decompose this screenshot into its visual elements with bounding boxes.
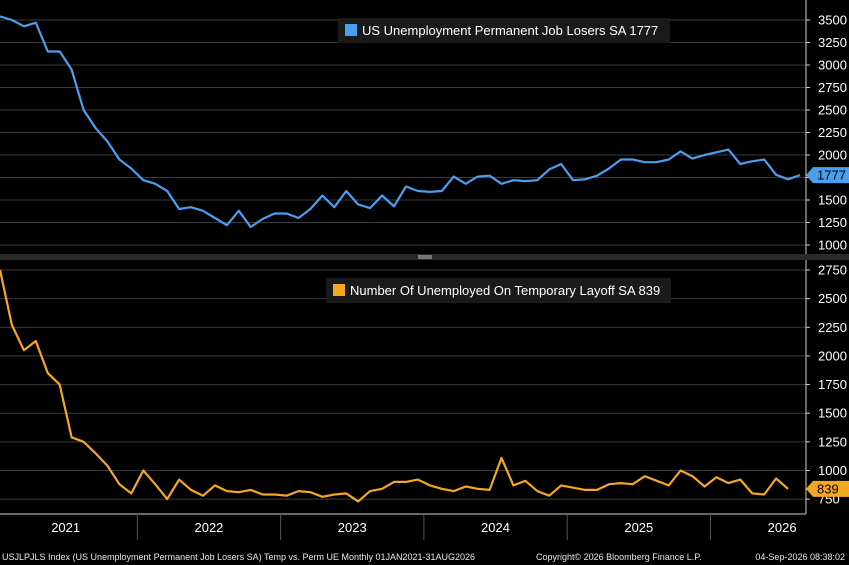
y-tick-label: 2750 [818, 80, 847, 95]
top-panel: 1000125015001750200022502500275030003250… [0, 13, 849, 253]
y-tick-label: 1500 [818, 193, 847, 208]
bottom-legend: Number Of Unemployed On Temporary Layoff… [326, 278, 671, 303]
x-tick-label: 2021 [51, 520, 80, 535]
top-legend: US Unemployment Permanent Job Losers SA … [338, 18, 670, 43]
last-value-label: 839 [817, 481, 839, 496]
y-tick-label: 1250 [818, 215, 847, 230]
top-series-line [0, 15, 801, 229]
y-tick-label: 2000 [818, 148, 847, 163]
y-tick-label: 1500 [818, 406, 847, 421]
top-legend-bg [338, 18, 670, 43]
y-tick-label: 2500 [818, 103, 847, 118]
x-axis: 2021 2022 2023 2024 2025 2026 [0, 513, 806, 540]
panel-resize-handle[interactable] [418, 255, 432, 259]
y-tick-label: 3000 [818, 58, 847, 73]
footer: USJLPJLS Index (US Unemployment Permanen… [0, 547, 849, 565]
top-gridlines [0, 19, 806, 246]
y-tick-label: 1000 [818, 463, 847, 478]
bottom-gridlines [0, 269, 806, 500]
x-tick-label: 2022 [194, 520, 223, 535]
bottom-series-line [0, 269, 789, 503]
y-tick-label: 1250 [818, 434, 847, 449]
y-tick-label: 3500 [818, 13, 847, 28]
y-tick-label: 2000 [818, 348, 847, 363]
x-tick-label: 2024 [481, 520, 510, 535]
chart-svg: 1000 1250 1500 1750 2000 2250 2500 2750 3000 3250… [0, 0, 849, 540]
bottom-legend-label: Number Of Unemployed On Temporary Layoff… [350, 283, 660, 298]
x-tick-label: 2026 [768, 520, 797, 535]
footer-timestamp: 04-Sep-2026 08:38:02 [755, 552, 845, 562]
top-legend-swatch [345, 24, 357, 36]
top-legend-label: US Unemployment Permanent Job Losers SA … [362, 23, 658, 38]
bottom-legend-bg [326, 278, 671, 303]
y-tick-label: 3250 [818, 35, 847, 50]
top-y-axis: 1000125015001750200022502500275030003250… [806, 13, 847, 253]
x-tick-label: 2025 [624, 520, 653, 535]
last-value-label: 1777 [817, 168, 846, 183]
temporary-layoff-line [0, 269, 789, 503]
top-last-value: 1777 [806, 167, 849, 184]
y-tick-label: 2750 [818, 263, 847, 278]
bottom-last-value: 839 [806, 480, 849, 497]
y-tick-label: 1750 [818, 377, 847, 392]
last-value-badge [806, 167, 849, 184]
y-tick-label: 2250 [818, 320, 847, 335]
bottom-legend-swatch [333, 284, 345, 296]
x-tick-label: 2023 [338, 520, 367, 535]
footer-index-description: USJLPJLS Index (US Unemployment Permanen… [2, 552, 476, 562]
permanent-job-losers-line [0, 15, 801, 229]
y-tick-label: 1000 [818, 238, 847, 253]
y-tick-label: 2250 [818, 125, 847, 140]
footer-copyright: Copyright© 2026 Bloomberg Finance L.P. [536, 552, 702, 562]
y-tick-label: 2500 [818, 291, 847, 306]
last-value-badge [806, 480, 849, 497]
